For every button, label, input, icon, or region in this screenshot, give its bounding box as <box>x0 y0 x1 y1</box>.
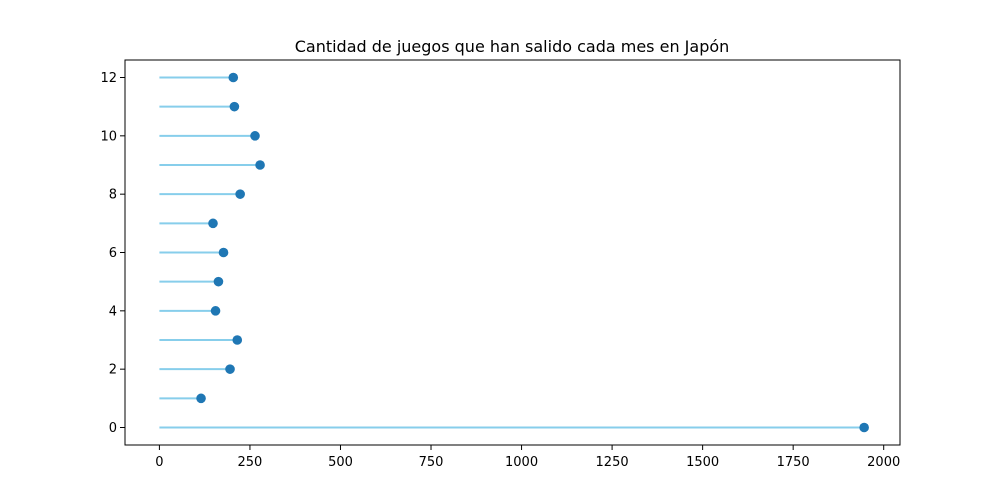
y-tick-label-0: 0 <box>109 421 117 436</box>
x-tick-label-750: 750 <box>419 455 444 470</box>
y-tick-label-6: 6 <box>109 246 117 261</box>
marker-2 <box>225 364 235 374</box>
marker-5 <box>213 276 224 287</box>
y-tick-label-2: 2 <box>109 363 117 378</box>
marker-10 <box>250 131 260 141</box>
x-tick-label-1250: 1250 <box>596 455 629 470</box>
y-axis: 0 2 4 6 8 10 12 <box>100 71 125 436</box>
x-tick-label-500: 500 <box>328 455 353 470</box>
marker-8 <box>235 189 245 199</box>
y-tick-label-10: 10 <box>100 129 117 144</box>
marker-11 <box>229 101 240 112</box>
marker-7 <box>208 218 218 229</box>
x-tick-label-1500: 1500 <box>686 455 719 470</box>
x-tick-label-250: 250 <box>238 455 263 470</box>
marker-0 <box>859 422 869 433</box>
y-tick-label-12: 12 <box>100 71 117 86</box>
stems-group <box>159 76 865 429</box>
marker-4 <box>210 306 221 316</box>
x-tick-label-1750: 1750 <box>777 455 810 470</box>
y-tick-label-4: 4 <box>109 304 117 319</box>
plot-frame <box>124 59 901 446</box>
markers-group <box>196 72 869 433</box>
marker-9 <box>255 160 265 170</box>
x-axis: 0 250 500 750 1000 1250 1500 1750 2000 <box>155 445 900 470</box>
x-tick-label-1000: 1000 <box>505 455 538 470</box>
marker-12 <box>228 72 239 83</box>
y-tick-label-8: 8 <box>109 188 117 203</box>
chart-title: Cantidad de juegos que han salido cada m… <box>295 37 730 56</box>
marker-3 <box>232 335 243 345</box>
marker-1 <box>196 393 206 404</box>
x-tick-label-0: 0 <box>155 455 163 470</box>
x-tick-label-2000: 2000 <box>867 455 900 470</box>
marker-6 <box>218 247 229 258</box>
